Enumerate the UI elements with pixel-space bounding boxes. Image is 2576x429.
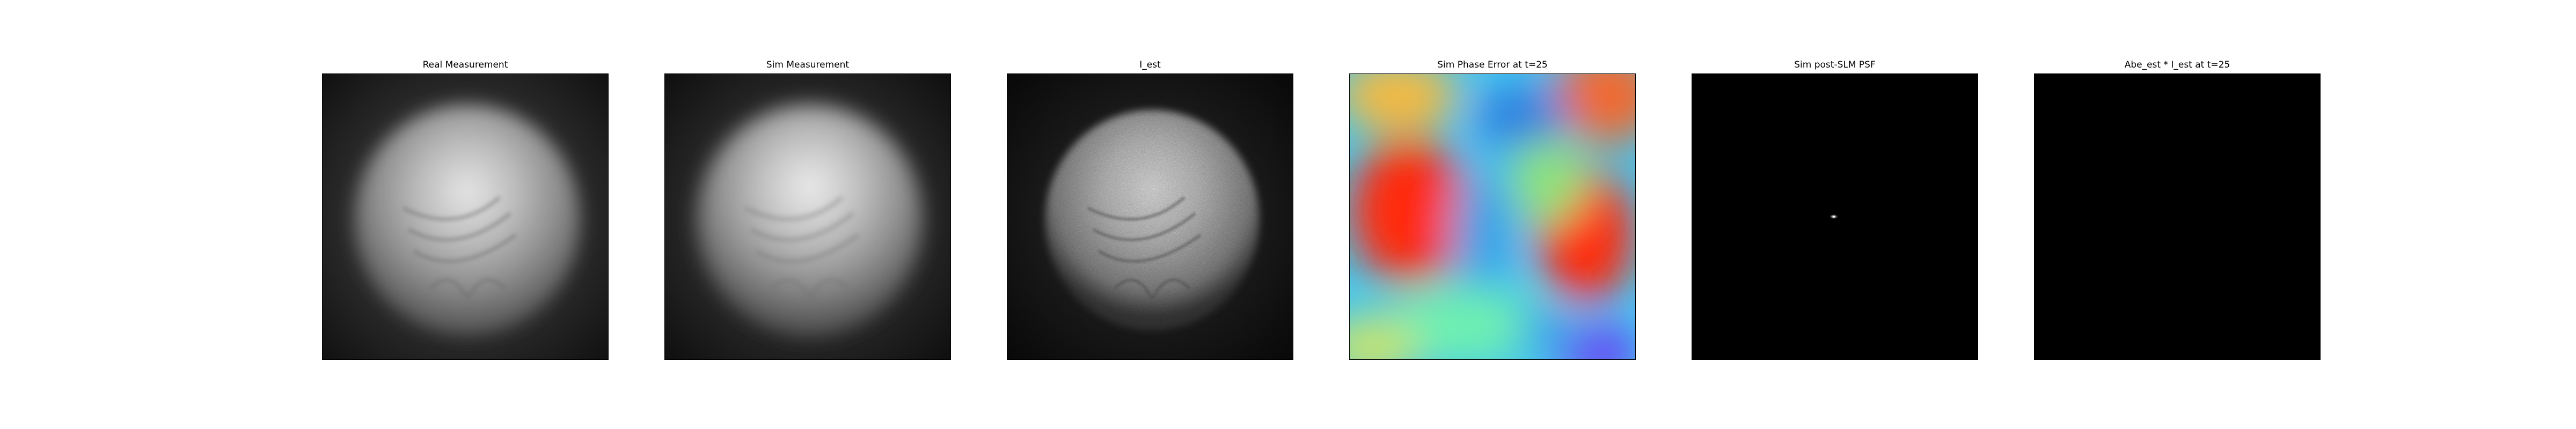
panel-abe-est-i-est: Abe_est * I_est at t=25: [2034, 0, 2321, 429]
sim-phase-error-image: [1349, 73, 1636, 360]
panel-title: Abe_est * I_est at t=25: [2124, 60, 2230, 70]
sim-post-slm-psf-graphic: [1692, 74, 1978, 359]
sim-post-slm-psf-image: [1692, 73, 1978, 360]
panel-sim-measurement: Sim Measurement: [664, 0, 951, 429]
sim-phase-error-graphic: [1350, 74, 1635, 359]
sim-measurement-image: [664, 73, 951, 360]
i-est-image: [1007, 73, 1293, 360]
panel-i-est: I_est: [1007, 0, 1293, 429]
panel-title: Sim Measurement: [766, 60, 850, 70]
panel-sim-post-slm-psf: Sim post-SLM PSF: [1692, 0, 1978, 429]
abe-est-i-est-image: [2034, 73, 2321, 360]
panel-title: Sim Phase Error at t=25: [1437, 60, 1548, 70]
abe-est-i-est-graphic: [2035, 74, 2320, 359]
real-measurement-image: [322, 73, 609, 360]
panel-title: Real Measurement: [422, 60, 508, 70]
panel-title: I_est: [1139, 60, 1161, 70]
panel-title: Sim post-SLM PSF: [1794, 60, 1876, 70]
i-est-graphic: [1007, 74, 1293, 359]
panel-sim-phase-error: Sim Phase Error at t=25: [1349, 0, 1636, 429]
sim-measurement-graphic: [665, 74, 950, 359]
panel-real-measurement: Real Measurement: [322, 0, 609, 429]
real-measurement-graphic: [323, 74, 608, 359]
